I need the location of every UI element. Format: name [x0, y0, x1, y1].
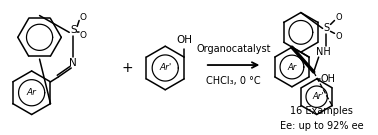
Text: +: + [122, 61, 133, 75]
Text: Ar: Ar [287, 63, 297, 72]
Text: O: O [335, 13, 342, 22]
Text: Ar': Ar' [313, 92, 324, 101]
Text: 16 Examples: 16 Examples [290, 106, 353, 116]
Text: O: O [80, 13, 87, 22]
Text: N: N [69, 58, 77, 68]
Text: S: S [324, 23, 330, 33]
Text: Ar': Ar' [159, 63, 172, 72]
Text: O: O [80, 31, 87, 40]
Text: OH: OH [321, 74, 336, 84]
Text: CHCl₃, 0 °C: CHCl₃, 0 °C [206, 76, 261, 86]
Text: Ar: Ar [27, 88, 37, 97]
Text: NH: NH [316, 47, 331, 57]
Text: S: S [70, 25, 76, 35]
Text: OH: OH [176, 35, 192, 45]
Text: Organocatalyst: Organocatalyst [196, 44, 271, 54]
Text: O: O [335, 32, 342, 41]
Text: Ee: up to 92% ee: Ee: up to 92% ee [280, 121, 364, 131]
